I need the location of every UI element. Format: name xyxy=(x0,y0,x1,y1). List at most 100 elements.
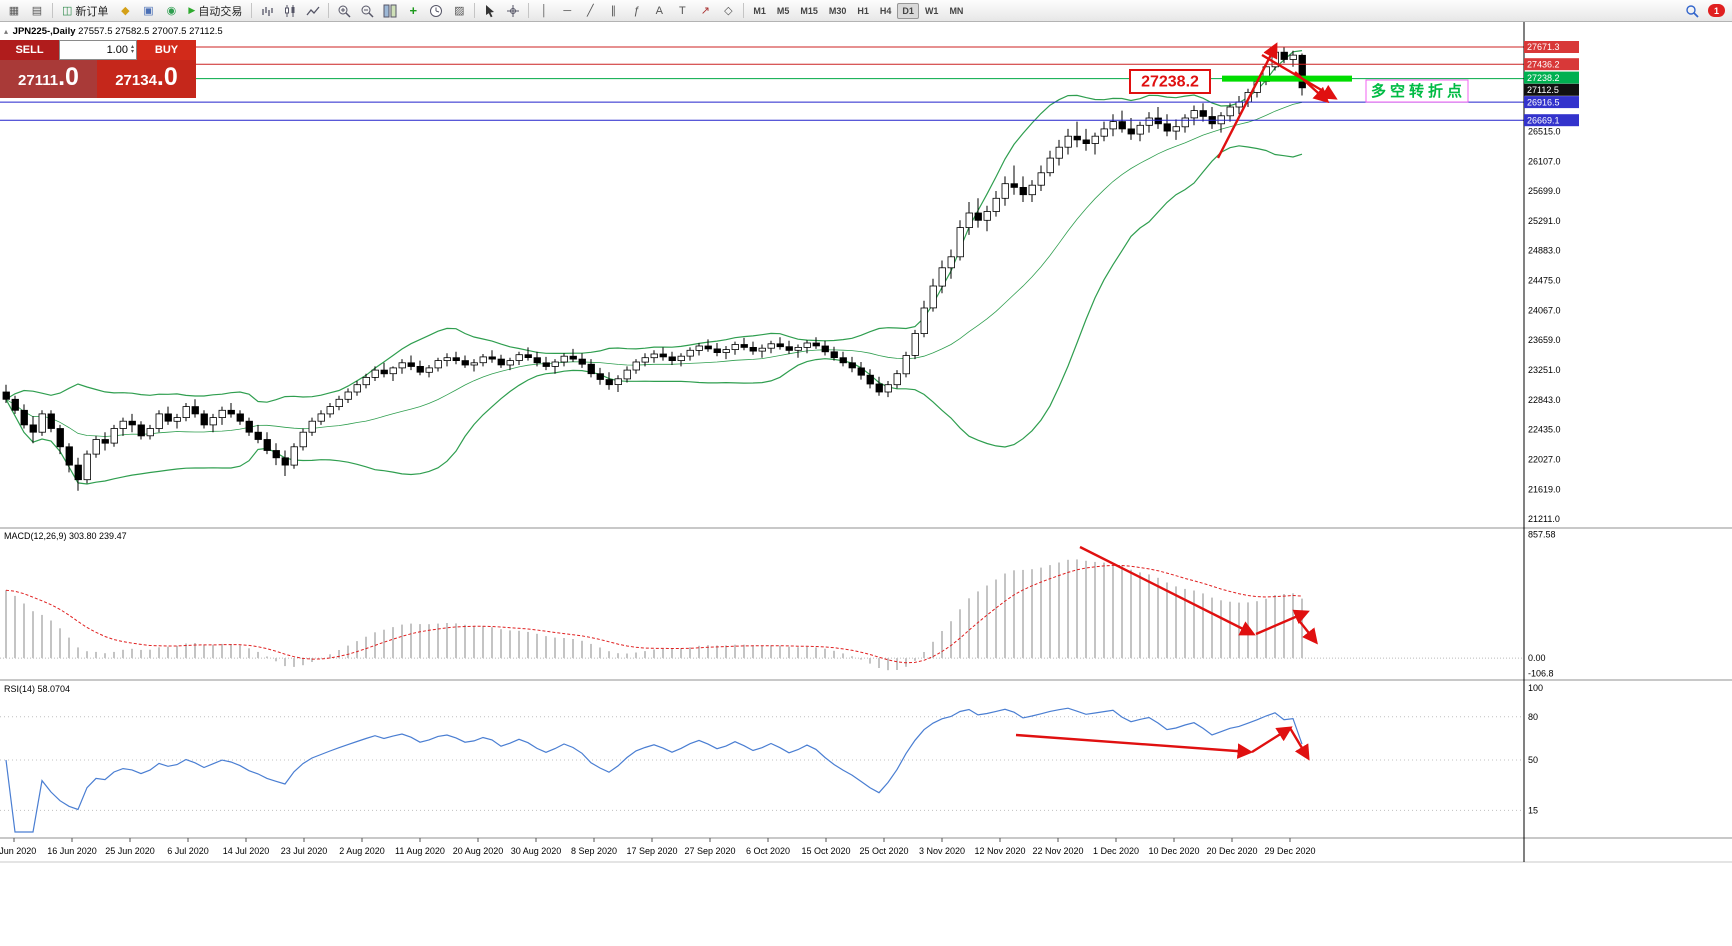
community-icon[interactable]: ◉ xyxy=(166,5,177,17)
turning-point-text: 多空转折点 xyxy=(1371,82,1466,100)
svg-text:22843.0: 22843.0 xyxy=(1528,395,1561,405)
svg-text:26107.0: 26107.0 xyxy=(1528,156,1561,166)
text-label-icon[interactable]: T xyxy=(678,4,686,17)
toolbar-separator xyxy=(251,3,253,18)
chart-frame xyxy=(0,22,1732,863)
svg-text:857.58: 857.58 xyxy=(1528,529,1556,539)
horizontal-price-lines[interactable] xyxy=(0,46,1524,121)
buy-price-display[interactable]: 27134 .0 xyxy=(97,60,196,98)
svg-text:26515.0: 26515.0 xyxy=(1528,126,1561,136)
timeframe-button-m30[interactable]: M30 xyxy=(828,5,847,16)
chart-background xyxy=(0,22,1732,946)
svg-text:25 Jun 2020: 25 Jun 2020 xyxy=(105,846,155,856)
sell-button[interactable]: SELL xyxy=(0,40,59,60)
ohlc-values: 27557.5 27582.5 27007.5 27112.5 xyxy=(78,26,223,37)
svg-text:24475.0: 24475.0 xyxy=(1528,276,1561,286)
volume-increase-button[interactable]: ▴ xyxy=(130,44,134,50)
svg-text:24883.0: 24883.0 xyxy=(1528,246,1561,256)
svg-text:12 Nov 2020: 12 Nov 2020 xyxy=(974,846,1025,856)
trendline-icon[interactable]: ╱ xyxy=(587,5,594,17)
search-icon[interactable] xyxy=(1681,1,1703,21)
tile-windows-icon[interactable] xyxy=(379,1,401,21)
zoom-out-icon[interactable] xyxy=(356,1,378,21)
svg-text:27238.2: 27238.2 xyxy=(1527,73,1560,83)
vertical-line-icon[interactable]: │ xyxy=(540,4,548,17)
toolbar-separator xyxy=(474,3,476,18)
price-chart[interactable]: 26515.0 26107.0 25699.0 25291.0 24883.0 24475… xyxy=(0,22,1732,946)
text-icon[interactable]: A xyxy=(655,4,663,17)
svg-text:23659.0: 23659.0 xyxy=(1528,335,1561,345)
volume-input[interactable]: 1.00 ▴ ▾ xyxy=(59,40,137,60)
svg-text:80: 80 xyxy=(1528,712,1538,722)
cursor-icon[interactable] xyxy=(479,1,501,21)
svg-text:26916.5: 26916.5 xyxy=(1527,97,1560,107)
svg-text:3 Nov 2020: 3 Nov 2020 xyxy=(919,846,965,856)
indicators-icon[interactable]: + xyxy=(409,3,418,18)
svg-text:5 Jun 2020: 5 Jun 2020 xyxy=(0,846,36,856)
shapes-icon[interactable]: ◇ xyxy=(724,5,733,17)
drawn-annotations[interactable]: 27238.2 多空转折点 xyxy=(1015,42,1469,761)
line-chart-icon[interactable] xyxy=(302,1,324,21)
profiles-icon[interactable]: ▤ xyxy=(31,5,43,17)
svg-text:15 Oct 2020: 15 Oct 2020 xyxy=(801,846,850,856)
price-callout-box[interactable] xyxy=(1129,69,1211,94)
buy-price-main: 27134 xyxy=(115,72,157,89)
svg-text:14 Jul 2020: 14 Jul 2020 xyxy=(223,846,270,856)
svg-text:10 Dec 2020: 10 Dec 2020 xyxy=(1148,846,1199,856)
templates-icon[interactable]: ▨ xyxy=(454,5,465,17)
timeframe-button-h1[interactable]: H1 xyxy=(857,5,869,16)
turning-point-box[interactable] xyxy=(1365,79,1469,103)
periods-icon[interactable] xyxy=(425,1,447,21)
svg-text:16 Jun 2020: 16 Jun 2020 xyxy=(47,846,97,856)
svg-text:6 Oct 2020: 6 Oct 2020 xyxy=(746,846,790,856)
svg-text:27436.2: 27436.2 xyxy=(1527,59,1560,69)
svg-text:30 Aug 2020: 30 Aug 2020 xyxy=(511,846,562,856)
fibonacci-icon[interactable]: ƒ xyxy=(633,4,640,17)
macd-indicator: MACD(12,26,9) 303.80 239.47 857.58 0.00 -10… xyxy=(0,529,1556,679)
history-center-icon[interactable]: ▣ xyxy=(143,5,154,17)
bar-chart-icon[interactable] xyxy=(256,1,278,21)
svg-text:8 Sep 2020: 8 Sep 2020 xyxy=(571,846,617,856)
toolbar-separator xyxy=(52,3,53,18)
crosshair-icon[interactable] xyxy=(502,1,524,21)
buy-button[interactable]: BUY xyxy=(137,40,196,60)
chart-title: ▴ JPN225-,Daily 27557.5 27582.5 27007.5 … xyxy=(4,26,223,37)
svg-text:100: 100 xyxy=(1528,683,1543,693)
channel-icon[interactable]: ∥ xyxy=(610,5,617,17)
svg-text:21211.0: 21211.0 xyxy=(1528,514,1560,524)
new-chart-icon[interactable]: ▦ xyxy=(8,5,20,17)
svg-text:22435.0: 22435.0 xyxy=(1528,425,1561,435)
date-axis: 5 Jun 2020 16 Jun 2020 25 Jun 2020 6 Jul 20… xyxy=(0,838,1316,856)
volume-decrease-button[interactable]: ▾ xyxy=(130,49,134,55)
auto-trading-play-icon: ▶ xyxy=(188,5,196,15)
candlestick-chart-icon[interactable] xyxy=(279,1,301,21)
timeframe-button-m5[interactable]: M5 xyxy=(776,5,790,16)
timeframe-button-m1[interactable]: M1 xyxy=(753,5,766,16)
timeframe-button-h4[interactable]: H4 xyxy=(879,5,892,16)
svg-text:25 Oct 2020: 25 Oct 2020 xyxy=(859,846,908,856)
svg-text:6 Jul 2020: 6 Jul 2020 xyxy=(167,846,209,856)
timeframe-button-w1[interactable]: W1 xyxy=(924,5,939,16)
svg-text:27671.3: 27671.3 xyxy=(1527,42,1560,52)
arrows-icon[interactable]: ↗ xyxy=(700,5,710,17)
svg-text:15: 15 xyxy=(1528,805,1538,815)
timeframe-button-d1[interactable]: D1 xyxy=(897,2,919,19)
notification-badge[interactable]: 1 xyxy=(1708,4,1725,17)
svg-text:21619.0: 21619.0 xyxy=(1528,484,1561,494)
zoom-in-icon[interactable] xyxy=(333,1,355,21)
timeframe-button-mn[interactable]: MN xyxy=(949,5,964,16)
one-click-panel-toggle-icon[interactable]: ▴ xyxy=(4,27,9,36)
volume-spinner: ▴ ▾ xyxy=(130,44,134,55)
horizontal-line-icon[interactable]: ─ xyxy=(563,4,572,17)
timeframe-button-m15[interactable]: M15 xyxy=(800,5,818,16)
auto-trading-label: 自动交易 xyxy=(198,5,243,18)
sell-price-display[interactable]: 27111 .0 xyxy=(0,60,97,98)
svg-text:50: 50 xyxy=(1528,755,1538,765)
macd-label: MACD(12,26,9) 303.80 239.47 xyxy=(4,531,127,541)
bollinger-bands xyxy=(5,50,1303,485)
scripts-icon[interactable]: ◆ xyxy=(121,5,130,17)
auto-trading-button[interactable]: ▶ 自动交易 xyxy=(183,2,247,20)
svg-text:26669.1: 26669.1 xyxy=(1527,115,1560,125)
new-order-button[interactable]: ◫ 新订单 xyxy=(57,2,113,20)
candlesticks xyxy=(2,47,1306,491)
